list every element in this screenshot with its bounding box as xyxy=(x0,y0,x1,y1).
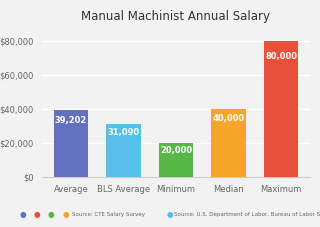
Text: ●: ● xyxy=(166,210,173,219)
Text: 31,090: 31,090 xyxy=(108,128,140,137)
Text: 39,202: 39,202 xyxy=(55,116,87,125)
Title: Manual Machinist Annual Salary: Manual Machinist Annual Salary xyxy=(82,10,270,23)
Bar xyxy=(54,110,88,177)
Text: ●: ● xyxy=(34,210,40,219)
Text: 80,000: 80,000 xyxy=(265,52,297,61)
Text: 20,000: 20,000 xyxy=(160,146,192,155)
Text: ●: ● xyxy=(62,210,69,219)
Bar xyxy=(264,41,298,177)
Bar xyxy=(106,124,140,177)
Text: Source: CTE Salary Survey: Source: CTE Salary Survey xyxy=(72,212,145,217)
Text: ●: ● xyxy=(19,210,26,219)
Text: 40,000: 40,000 xyxy=(212,114,244,123)
Bar xyxy=(212,109,246,177)
Text: ●: ● xyxy=(48,210,54,219)
Text: Source: U.S. Department of Labor, Bureau of Labor Statistics: Source: U.S. Department of Labor, Bureau… xyxy=(174,212,320,217)
Bar xyxy=(159,143,193,177)
